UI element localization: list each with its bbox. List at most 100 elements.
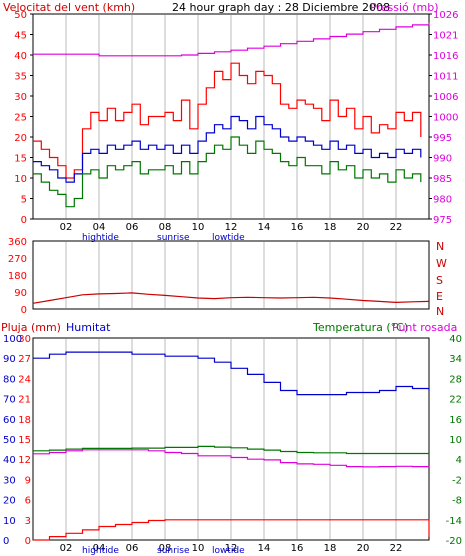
x-tick-bottom-12: 12 [225,543,238,554]
pressure-tick-8: 1016 [433,51,458,62]
x-tick-bottom-04: 04 [93,543,106,554]
humidity-tick-2: 20 [3,496,16,507]
temp-tick-9: 34 [449,354,462,365]
humidity-tick-1: 10 [3,516,16,527]
x-tick-top-02: 02 [60,222,73,233]
x-tick-bottom-22: 22 [390,543,403,554]
marker-sunrise-bottom: sunrise [157,546,190,556]
tick-labels: 0510152025303540455097598098599099510001… [3,10,462,554]
direction-letter-w: W [436,257,447,270]
wind-tick-8: 40 [14,51,27,62]
x-tick-bottom-02: 02 [60,543,73,554]
marker-sunrise-top: sunrise [157,233,190,243]
pressure-tick-9: 1021 [433,31,458,42]
series-p3-humidity-blue [33,351,430,396]
wind-tick-0: 0 [21,215,27,226]
x-tick-top-14: 14 [258,222,271,233]
chart-title: 24 hour graph day : 28 Diciembre 2008 [172,1,390,14]
wind-tick-7: 35 [14,72,27,83]
direction-letter-n-top: N [436,240,444,253]
direction-letter-n-bottom: N [436,305,444,318]
humidity-tick-4: 40 [3,455,16,466]
data-series [32,22,430,541]
rain-tick-2: 6 [25,496,31,507]
x-tick-top-08: 08 [159,222,172,233]
series-p2-direction [32,292,430,304]
rain-tick-10: 30 [18,334,31,345]
rain-tick-4: 12 [18,455,31,466]
x-tick-top-20: 20 [357,222,370,233]
temp-tick-4: 4 [456,455,462,466]
x-tick-bottom-14: 14 [258,543,271,554]
series-p3-temp-magenta [33,449,430,468]
marker-hightide-top: hightide [82,233,119,243]
temp-tick-3: -2 [452,475,462,486]
humidity-tick-0: 0 [3,536,9,547]
x-tick-bottom-06: 06 [126,543,139,554]
grid-lines [65,15,397,539]
wind-tick-6: 30 [14,92,27,103]
rain-tick-1: 3 [25,516,31,527]
humidity-tick-7: 70 [3,395,16,406]
direction-letter-s: S [436,274,443,287]
pressure-tick-6: 1006 [433,92,458,103]
series-p3-rain-red [33,519,430,541]
dewpoint-axis-label: Punt rosada [392,321,457,334]
rain-tick-6: 18 [18,415,31,426]
series-p1-magenta [33,22,430,57]
direction-tick-3: 270 [8,254,27,265]
humidity-tick-9: 90 [3,354,16,365]
wind-tick-10: 50 [14,10,27,21]
x-tick-top-10: 10 [192,222,205,233]
pressure-axis-label: Pressió (mb) [370,1,439,14]
pressure-tick-3: 990 [433,154,452,165]
series-p1-green [33,136,422,208]
x-tick-bottom-08: 08 [159,543,172,554]
temp-tick-7: 22 [449,395,462,406]
marker-hightide-bottom: hightide [82,546,119,556]
series-p1-red [33,62,422,179]
wind-tick-3: 15 [14,154,27,165]
temp-tick-8: 28 [449,374,462,385]
direction-tick-4: 360 [8,237,27,248]
pressure-tick-7: 1011 [433,72,458,83]
rain-tick-8: 24 [18,374,31,385]
pressure-tick-10: 1026 [433,10,458,21]
rain-axis-label: Pluja (mm) [1,321,61,334]
direction-letter-e: E [436,290,443,303]
pressure-tick-4: 995 [433,133,452,144]
rain-tick-3: 9 [25,475,31,486]
marker-lowtide-bottom: lowtide [212,546,245,556]
series-p1-blue [33,115,422,183]
temp-humidity-plot-frame [32,337,430,541]
x-tick-top-18: 18 [324,222,337,233]
pressure-tick-5: 1000 [433,113,458,124]
direction-tick-2: 180 [8,271,27,282]
series-p3-temp-green [33,445,430,455]
humidity-tick-10: 100 [3,334,22,345]
pressure-tick-2: 985 [433,174,452,185]
humidity-axis-label: Humitat [66,321,111,334]
wind-tick-2: 10 [14,174,27,185]
wind-speed-axis-label: Velocitat del vent (kmh) [3,1,135,14]
temp-tick-1: -14 [446,516,462,527]
direction-tick-0: 0 [21,305,27,316]
humidity-tick-6: 60 [3,415,16,426]
temp-tick-5: 10 [449,435,462,446]
x-tick-top-04: 04 [93,222,106,233]
wind-tick-1: 5 [21,195,27,206]
rain-tick-5: 15 [18,435,31,446]
rain-tick-0: 0 [25,536,31,547]
pressure-tick-1: 980 [433,195,452,206]
x-tick-bottom-10: 10 [192,543,205,554]
wind-tick-5: 25 [14,113,27,124]
x-tick-top-12: 12 [225,222,238,233]
x-tick-top-16: 16 [291,222,304,233]
x-tick-top-06: 06 [126,222,139,233]
direction-tick-1: 90 [14,288,27,299]
direction-plot-frame [32,240,430,310]
humidity-tick-3: 30 [3,475,16,486]
marker-lowtide-top: lowtide [212,233,245,243]
temp-tick-10: 40 [449,334,462,345]
